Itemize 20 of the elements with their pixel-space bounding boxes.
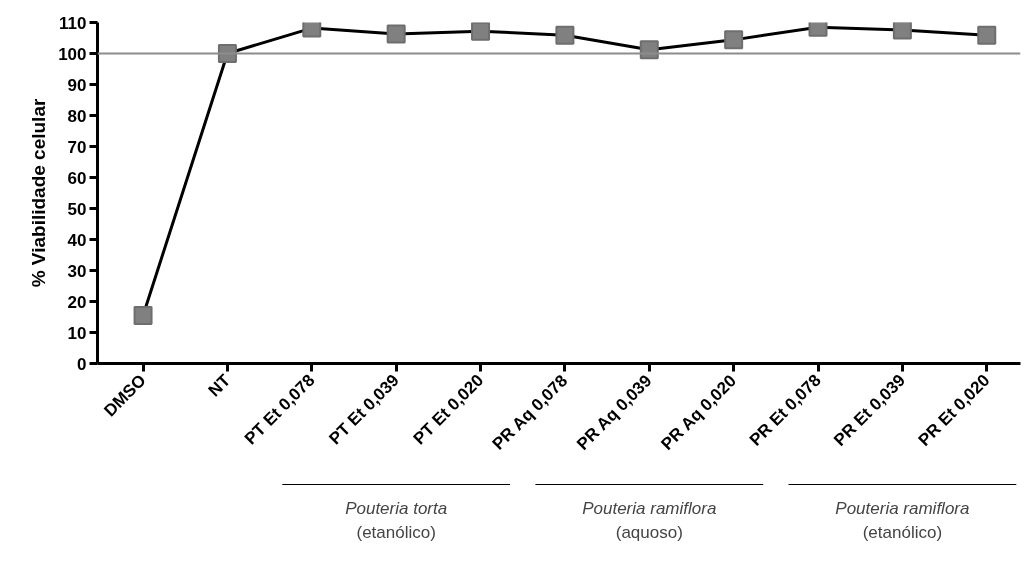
text: Pouteria ramiflora [582, 499, 717, 518]
y-tick-label: 90 [67, 75, 87, 95]
y-axis-title: % Viabilidade celular [28, 98, 50, 288]
text: (aquoso) [615, 523, 683, 542]
y-tick-label: 70 [67, 137, 87, 157]
y-tick-label: 40 [67, 230, 87, 250]
y-tick-label: 50 [67, 199, 87, 219]
y-tick-label: 30 [67, 261, 87, 281]
y-tick-label: 100 [58, 44, 87, 64]
y-tick-label: 60 [67, 168, 87, 188]
x-tick-label: NT [204, 370, 235, 401]
y-tick-label: 80 [67, 106, 87, 126]
y-tick-label: 20 [67, 292, 87, 312]
text: Pouteria torta [345, 499, 448, 518]
y-tick-label: 0 [77, 354, 87, 374]
text: (etanólico) [356, 523, 436, 542]
y-tick-label: 10 [67, 323, 87, 343]
text: Pouteria ramiflora [835, 499, 970, 518]
y-tick-label: 110 [59, 13, 87, 33]
text: (etanólico) [862, 523, 943, 542]
